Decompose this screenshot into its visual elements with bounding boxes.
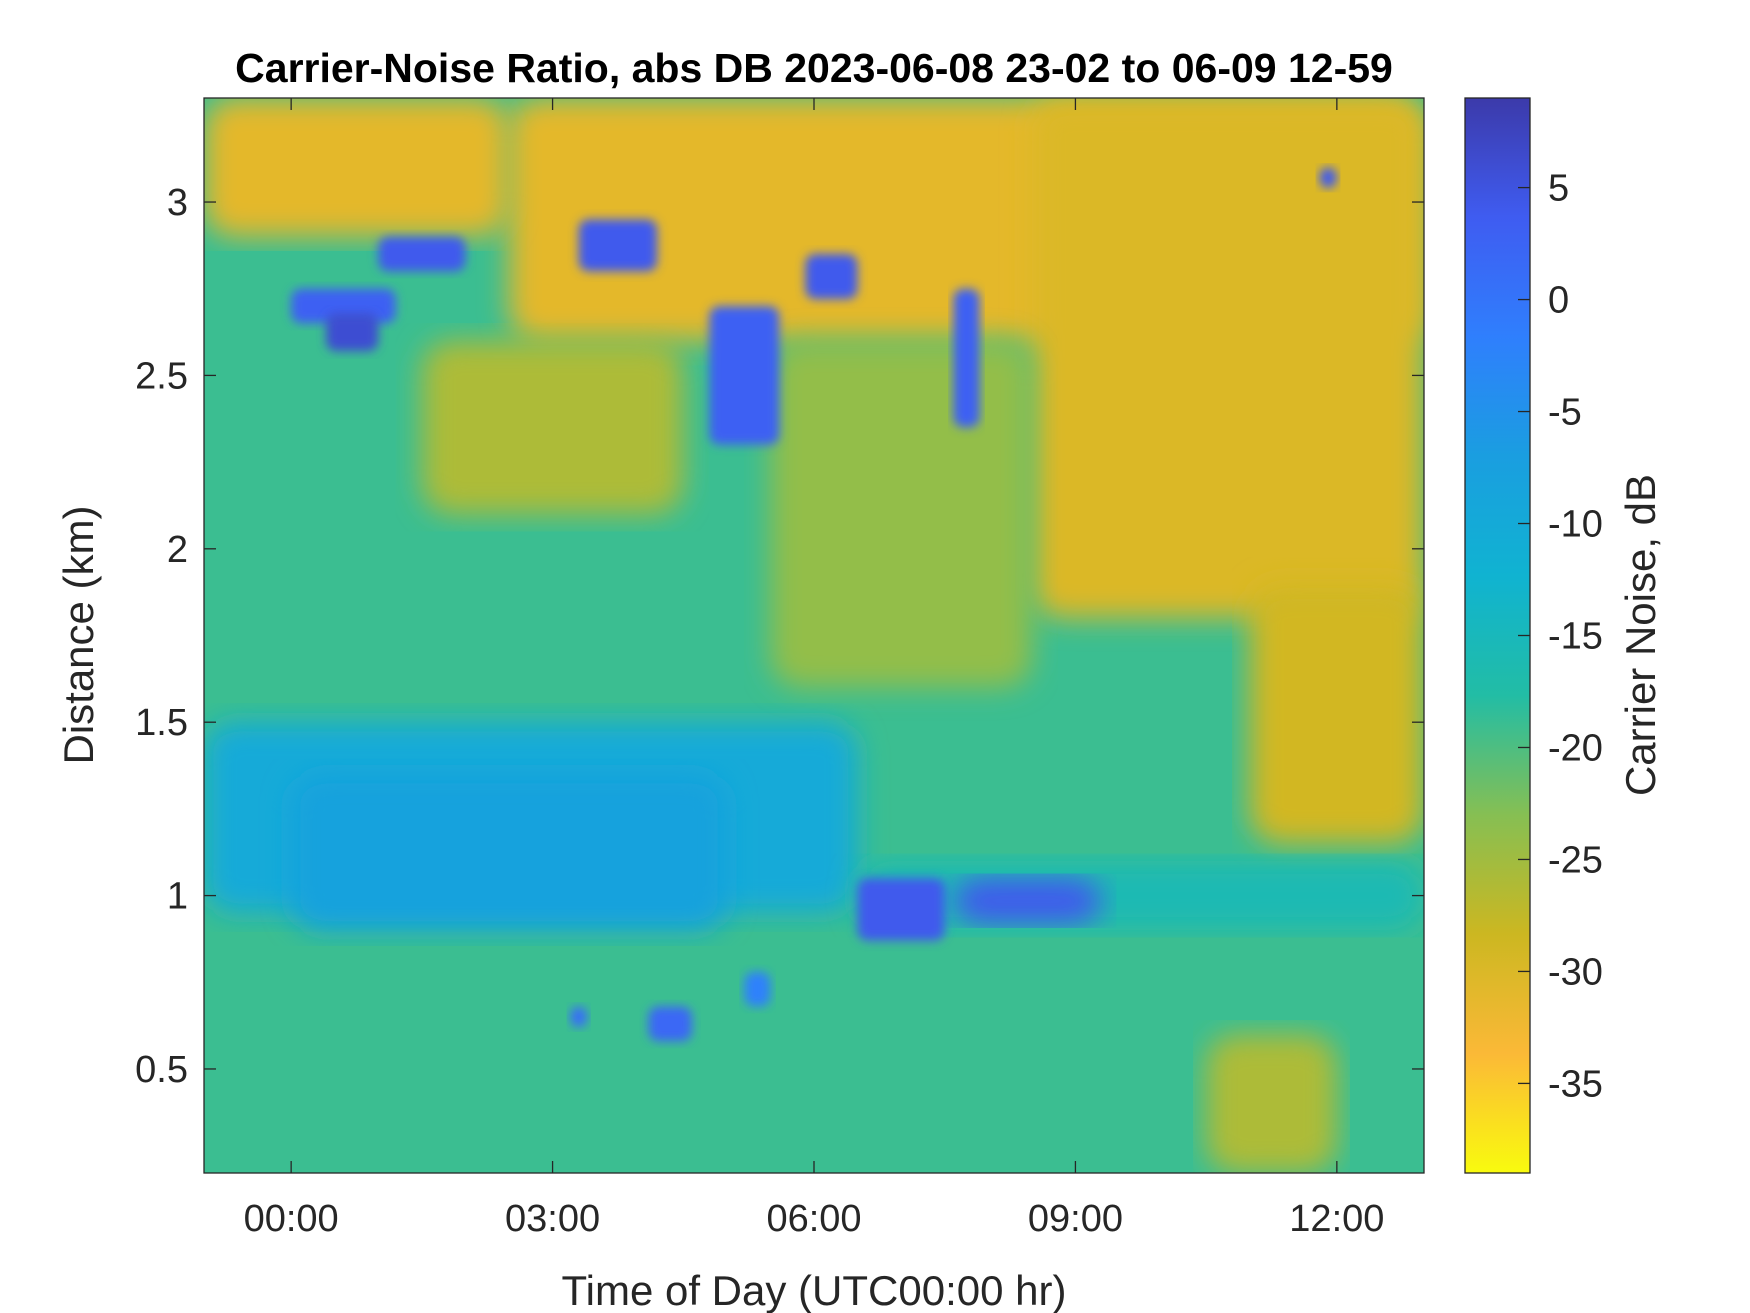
heatmap-region-low-patch-3 — [744, 971, 771, 1007]
colorbar-tick-label: 5 — [1548, 168, 1569, 210]
colorbar-tick-label: -5 — [1548, 392, 1582, 434]
heatmap-region-mid-yellowish — [421, 340, 684, 515]
y-tick-label: 0.5 — [135, 1049, 188, 1091]
heatmap-region-near-surface-late — [1206, 1034, 1337, 1173]
colorbar-axis: 5 0 -5 -10 -15 -20 -25 -30 -35 — [1518, 168, 1603, 1105]
colorbar-tick-label: -35 — [1548, 1063, 1603, 1105]
x-axis: 00:00 03:00 06:00 09:00 12:00 — [244, 98, 1384, 1240]
colorbar-tick-label: -10 — [1548, 504, 1603, 546]
heatmap-region-clear-air-late — [1031, 98, 1424, 619]
y-axis-label: Distance (km) — [55, 505, 102, 764]
heatmap-region-clear-air-late-lower — [1249, 583, 1424, 844]
heatmap-region-cloud-band-5 — [326, 313, 379, 352]
heatmap-region-low-cloud-1 — [857, 878, 945, 941]
heatmap-region-low-patch-2 — [570, 1006, 588, 1028]
y-tick-label: 2 — [167, 529, 188, 571]
heatmap — [204, 98, 1424, 1173]
heatmap-region-low-patch-1 — [648, 1006, 692, 1042]
heatmap-region-low-cloud-2 — [953, 878, 1102, 924]
x-tick-label: 00:00 — [244, 1198, 339, 1240]
x-tick-label: 12:00 — [1289, 1198, 1384, 1240]
colorbar-tick-label: -25 — [1548, 839, 1603, 881]
x-axis-label: Time of Day (UTC00:00 hr) — [562, 1267, 1067, 1313]
heatmap-region-cloud-band-2 — [378, 236, 466, 272]
y-tick-label: 1.5 — [135, 702, 188, 744]
colorbar-tick-label: -15 — [1548, 616, 1603, 658]
y-axis: 0.5 1 1.5 2 2.5 3 — [135, 182, 1424, 1091]
x-tick-label: 03:00 — [505, 1198, 600, 1240]
y-tick-label: 1 — [167, 876, 188, 918]
x-tick-label: 06:00 — [766, 1198, 861, 1240]
heatmap-region-transition-east — [770, 340, 1032, 688]
colorbar-label: Carrier Noise, dB — [1617, 474, 1664, 796]
x-tick-label: 09:00 — [1028, 1198, 1123, 1240]
chart-title: Carrier-Noise Ratio, abs DB 2023-06-08 2… — [235, 45, 1393, 91]
y-tick-label: 3 — [167, 182, 188, 224]
heatmap-region-boundary-layer-core — [291, 774, 727, 931]
colorbar-tick-label: 0 — [1548, 280, 1569, 322]
heatmap-region-cloud-band-4 — [805, 254, 858, 300]
heatmap-region-clear-air-upper-left — [204, 98, 509, 237]
colorbar-tick-label: -30 — [1548, 951, 1603, 993]
heatmap-region-cloud-band-3 — [578, 219, 658, 272]
heatmap-region-cloud-streak-1 — [709, 306, 780, 445]
heatmap-region-cloud-streak-2 — [953, 288, 980, 428]
colorbar-tick-label: -20 — [1548, 727, 1603, 769]
heatmap-region-cloud-patch-top — [1319, 167, 1337, 189]
y-tick-label: 2.5 — [135, 355, 188, 397]
